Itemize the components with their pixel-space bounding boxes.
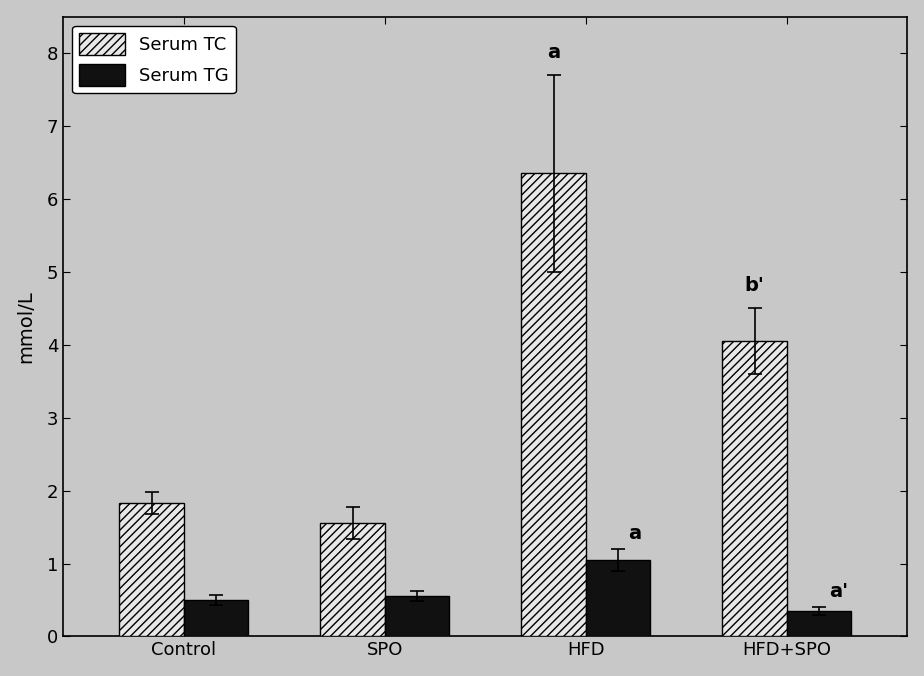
- Text: a': a': [829, 583, 848, 602]
- Bar: [384, 596, 449, 637]
- Text: a: a: [547, 43, 560, 62]
- Text: a: a: [628, 524, 641, 543]
- Bar: [119, 503, 184, 637]
- Bar: [321, 523, 384, 637]
- Legend: Serum TC, Serum TG: Serum TC, Serum TG: [72, 26, 236, 93]
- Bar: [786, 611, 851, 637]
- Y-axis label: mmol/L: mmol/L: [17, 290, 36, 363]
- Bar: [521, 174, 586, 637]
- Text: b': b': [745, 276, 764, 295]
- Bar: [184, 600, 248, 637]
- Bar: [586, 560, 650, 637]
- Bar: [723, 341, 786, 637]
